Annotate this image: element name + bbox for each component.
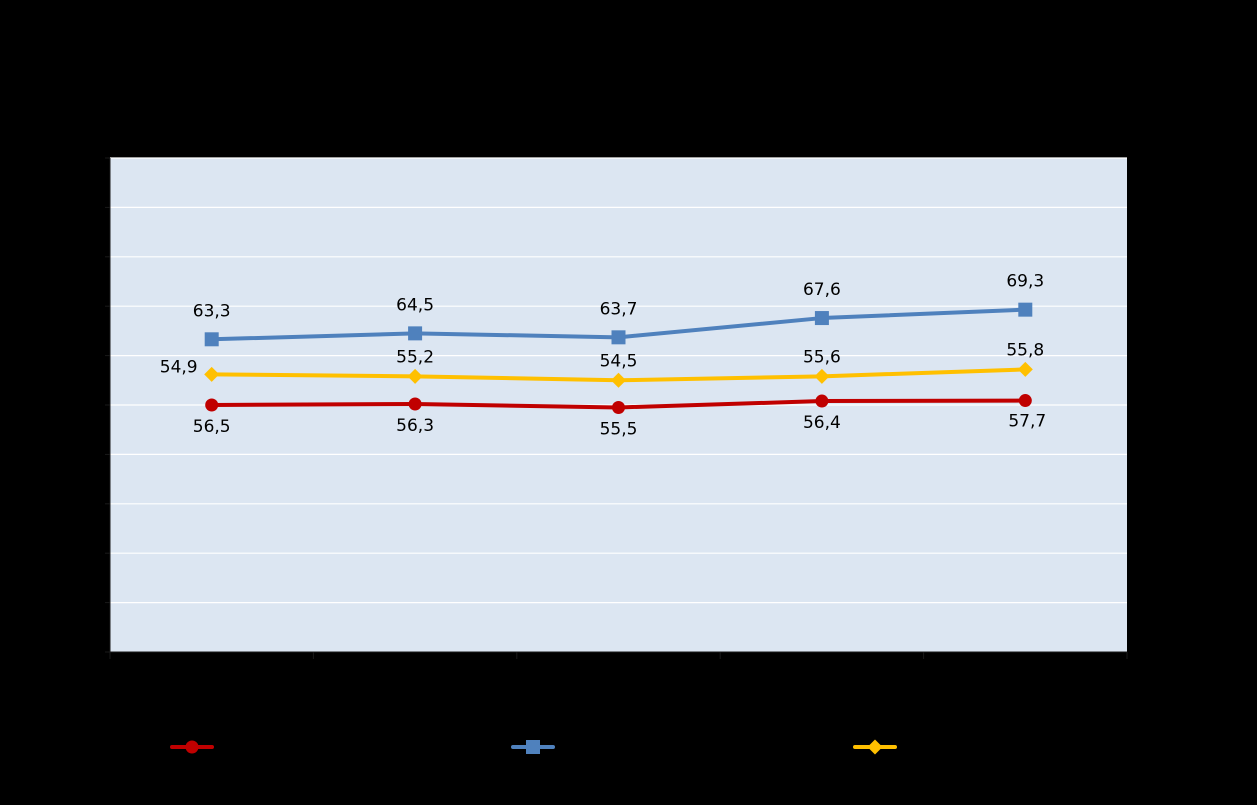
- data-point: [1018, 302, 1033, 317]
- data-label: 54,9: [160, 357, 198, 377]
- legend-marker: [526, 740, 540, 754]
- data-point: [815, 394, 829, 408]
- axes: [105, 157, 1128, 659]
- legend-marker: [867, 739, 883, 755]
- data-label: 54,5: [600, 351, 638, 371]
- data-point: [1017, 361, 1033, 377]
- data-point: [814, 311, 829, 326]
- data-label: 69,3: [1006, 272, 1044, 292]
- data-point: [1018, 394, 1032, 408]
- data-point: [204, 332, 219, 347]
- legend-marker: [185, 740, 199, 754]
- data-labels: 56,5 56,3 55,5 56,4 57,7 63,3 64,5 63,7 67,6 69,3…: [160, 272, 1046, 440]
- data-point: [204, 366, 220, 382]
- data-label: 63,3: [193, 301, 231, 321]
- data-label: 63,7: [600, 299, 638, 319]
- data-label: 56,3: [396, 416, 434, 436]
- data-point: [611, 372, 626, 388]
- data-label: 55,6: [803, 347, 841, 367]
- series-layer: [204, 302, 1033, 414]
- legend: [170, 739, 897, 755]
- data-label: 57,7: [1008, 412, 1046, 432]
- data-point: [611, 330, 626, 345]
- data-point: [407, 368, 423, 384]
- data-label: 56,4: [803, 413, 841, 433]
- data-point: [408, 397, 422, 411]
- data-point: [408, 326, 423, 341]
- data-label: 56,5: [193, 417, 231, 437]
- data-label: 55,5: [600, 419, 638, 439]
- data-label: 64,5: [396, 295, 434, 315]
- data-label: 55,8: [1006, 340, 1044, 360]
- data-label: 67,6: [803, 280, 841, 300]
- data-point: [205, 398, 219, 412]
- data-label: 55,2: [396, 347, 434, 367]
- data-point: [612, 400, 625, 414]
- data-point: [814, 368, 830, 384]
